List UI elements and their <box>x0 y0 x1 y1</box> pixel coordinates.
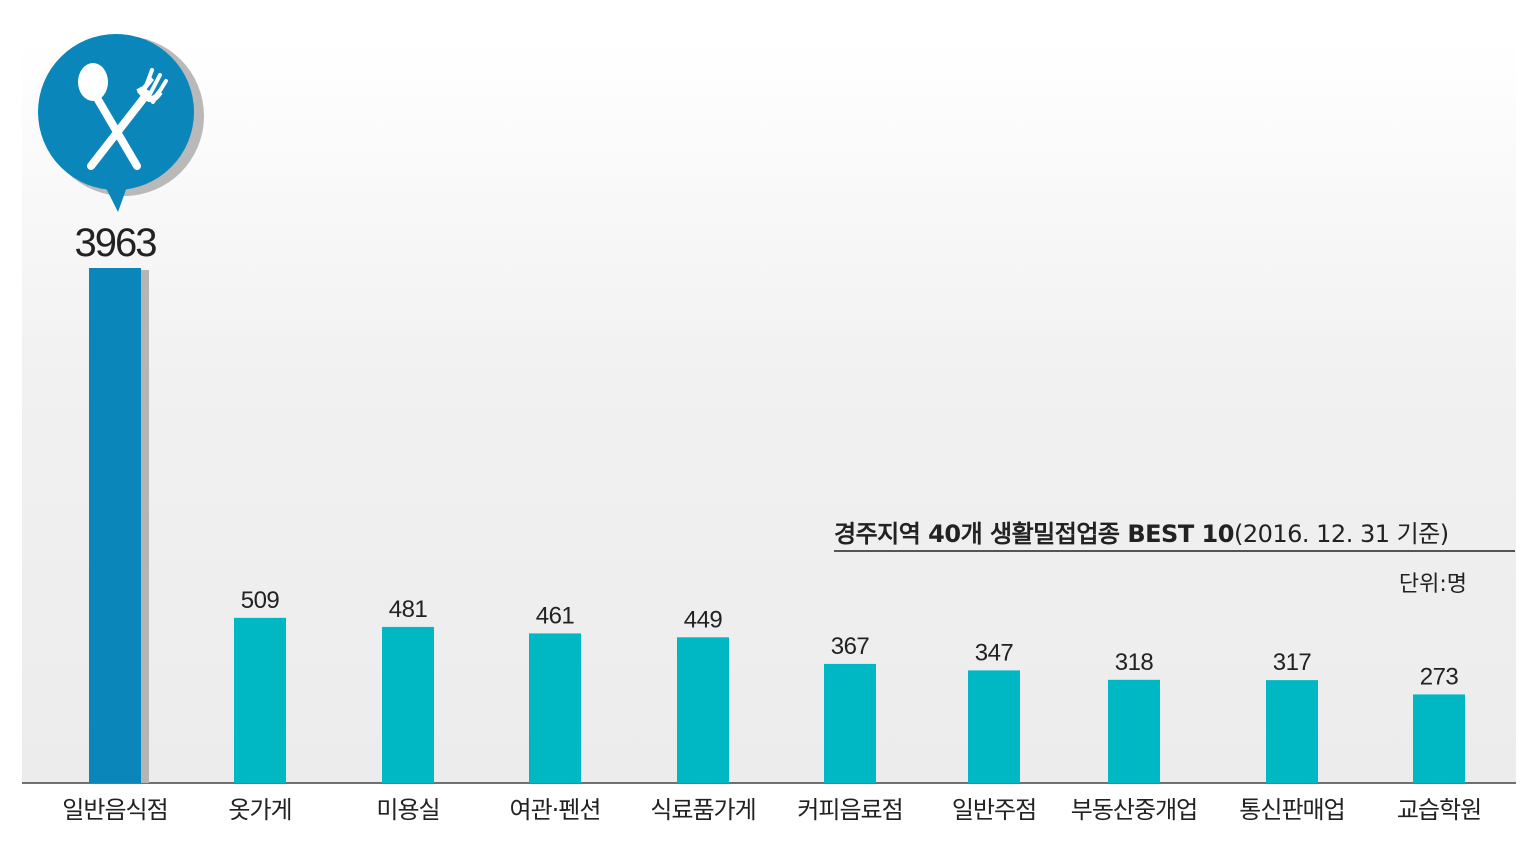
bar-1 <box>89 268 141 783</box>
bar-3 <box>382 626 434 783</box>
category-label-1: 일반음식점 <box>62 796 167 824</box>
value-label-8: 318 <box>1115 649 1154 676</box>
bar-4 <box>529 633 581 783</box>
value-label-7: 347 <box>975 639 1014 666</box>
category-label-7: 일반주점 <box>952 796 1036 824</box>
spoon-fork-icon <box>38 34 204 212</box>
bar-10 <box>1413 694 1465 783</box>
category-label-3: 미용실 <box>376 796 439 824</box>
value-label-10: 273 <box>1420 663 1459 690</box>
category-label-9: 통신판매업 <box>1239 796 1344 824</box>
chart-title: 경주지역 40개 생활밀접업종 BEST 10(2016. 12. 31 기준) <box>834 514 1449 549</box>
value-label-1: 3963 <box>75 221 157 265</box>
bar-7 <box>968 670 1020 783</box>
category-label-5: 식료품가게 <box>650 796 755 824</box>
category-label-6: 커피음료점 <box>797 796 902 824</box>
value-label-9: 317 <box>1273 649 1312 676</box>
category-label-4: 여관·펜션 <box>510 796 601 824</box>
chart-title-main: 경주지역 40개 생활밀접업종 BEST 10 <box>834 520 1234 548</box>
bar-8 <box>1108 679 1160 783</box>
chart-title-box: 경주지역 40개 생활밀접업종 BEST 10(2016. 12. 31 기준) <box>834 512 1515 552</box>
value-label-5: 449 <box>684 606 723 633</box>
value-label-2: 509 <box>241 587 280 614</box>
category-label-2: 옷가게 <box>228 796 291 824</box>
value-label-6: 367 <box>831 633 870 660</box>
category-label-8: 부동산중개업 <box>1071 796 1197 824</box>
bar-6 <box>824 663 876 783</box>
value-label-3: 481 <box>389 596 428 623</box>
category-label-10: 교습학원 <box>1397 796 1481 824</box>
value-label-4: 461 <box>536 602 575 629</box>
bar-9 <box>1266 680 1318 783</box>
chart-title-date: (2016. 12. 31 기준) <box>1233 520 1449 548</box>
bar-5 <box>677 637 729 783</box>
unit-label: 단위:명 <box>1398 572 1467 597</box>
bar-2 <box>234 617 286 783</box>
